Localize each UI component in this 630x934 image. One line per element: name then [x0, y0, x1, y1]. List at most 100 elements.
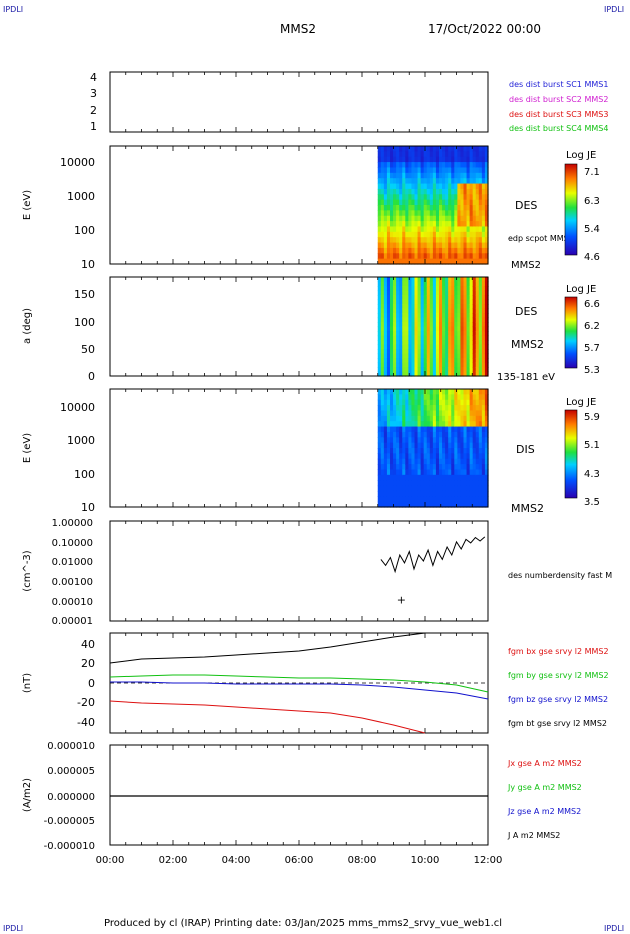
spectrogram-cell	[377, 146, 382, 152]
spectrogram-cell	[411, 371, 416, 377]
spectrogram-cell	[472, 331, 477, 337]
spectrogram-cell	[377, 448, 382, 454]
spectrogram-cell	[460, 496, 465, 503]
spectrogram-cell	[432, 242, 437, 249]
spectrogram-cell	[429, 172, 434, 179]
spectrogram-cell	[405, 399, 409, 406]
spectrogram-cell	[393, 215, 397, 222]
spectrogram-cell	[478, 458, 483, 465]
spectrogram-cell	[411, 253, 416, 260]
spectrogram-cell	[451, 156, 455, 163]
spectrogram-cell	[396, 151, 400, 158]
spectrogram-cell	[445, 183, 449, 190]
current-ylabel: (A/m2)	[22, 778, 33, 812]
spectrogram-cell	[466, 421, 471, 428]
spectrogram-cell	[402, 331, 406, 337]
spectrogram-cell	[377, 322, 382, 328]
spectrogram-cell	[481, 399, 486, 406]
spectrogram-cell	[475, 277, 480, 283]
spectrogram-cell	[411, 317, 416, 323]
spectrogram-cell	[429, 188, 434, 195]
spectrogram-cell	[454, 210, 458, 217]
spectrogram-cell	[402, 367, 406, 373]
spectrogram-cell	[481, 480, 486, 487]
spectrogram-cell	[457, 464, 462, 471]
spectrogram-cell	[454, 340, 458, 346]
spectrogram-cell	[417, 258, 422, 265]
spectrogram-cell	[383, 199, 388, 206]
spectrogram-cell	[481, 162, 486, 169]
spectrogram-cell	[380, 258, 385, 265]
spectrogram-cell	[478, 151, 483, 158]
spectrogram-cell	[472, 281, 477, 287]
spectrogram-cell	[460, 405, 465, 412]
spectrogram-cell	[396, 344, 400, 350]
spectrogram-cell	[423, 286, 428, 292]
spectrogram-cell	[420, 421, 425, 428]
spectrogram-cell	[448, 210, 452, 217]
time-tick-0000: 00:00	[96, 855, 125, 866]
spectrogram-cell	[396, 210, 400, 217]
spectrogram-cell	[457, 480, 462, 487]
spectrogram-cell	[457, 326, 462, 332]
spectrogram-cell	[448, 358, 452, 364]
spectrogram-cell	[481, 353, 486, 359]
spectrogram-cell	[457, 349, 462, 355]
spectrogram-cell	[383, 335, 388, 341]
spectrogram-cell	[380, 188, 385, 195]
spectrogram-cell	[426, 247, 431, 254]
spectrogram-cell	[469, 242, 474, 249]
spectrogram-cell	[478, 308, 483, 314]
spectrogram-cell	[475, 426, 480, 433]
spectrogram-cell	[448, 458, 452, 465]
spectrogram-cell	[411, 362, 416, 368]
spectrogram-cell	[417, 464, 422, 471]
spectrogram-cell	[432, 277, 437, 283]
spectrogram-cell	[393, 317, 397, 323]
spectrogram-cell	[457, 394, 462, 401]
spectrogram-cell	[439, 304, 443, 310]
spectrogram-cell	[435, 371, 440, 377]
spectrogram-cell	[383, 215, 388, 222]
spectrogram-cell	[454, 490, 458, 497]
spectrogram-cell	[420, 331, 425, 337]
spectrogram-cell	[390, 448, 394, 454]
spectrogram-cell	[426, 464, 431, 471]
spectrogram-cell	[386, 317, 391, 323]
spectrogram-cell	[484, 299, 489, 305]
spectrogram-cell	[457, 247, 462, 254]
dis-energy-spacecraft: MMS2	[511, 502, 544, 515]
spectrogram-cell	[432, 437, 437, 444]
spectrogram-cell	[451, 358, 455, 364]
spectrogram-cell	[475, 415, 480, 422]
spectrogram-cell	[469, 231, 474, 238]
spectrogram-cell	[442, 281, 446, 287]
spectrogram-cell	[420, 308, 425, 314]
spectrogram-cell	[414, 281, 419, 287]
spectrogram-cell	[429, 442, 434, 449]
spectrogram-cell	[377, 151, 382, 158]
spectrogram-cell	[484, 448, 489, 454]
spectrogram-cell	[457, 335, 462, 341]
spectrogram-cell	[408, 199, 413, 206]
spectrogram-cell	[390, 326, 394, 332]
spectrogram-cell	[475, 237, 480, 244]
spectrogram-cell	[383, 464, 388, 471]
spectrogram-cell	[445, 431, 449, 438]
spectrogram-cell	[411, 464, 416, 471]
spectrogram-cell	[417, 295, 422, 301]
spectrogram-cell	[469, 281, 474, 287]
spectrogram-cell	[463, 371, 468, 377]
spectrogram-cell	[460, 458, 465, 465]
spectrogram-cell	[429, 162, 434, 169]
spectrogram-cell	[451, 167, 455, 174]
spectrogram-cell	[442, 410, 446, 417]
spectrogram-cell	[426, 474, 431, 481]
spectrogram-cell	[429, 194, 434, 201]
spectrogram-cell	[451, 410, 455, 417]
spectrogram-cell	[414, 453, 419, 460]
spectrogram-cell	[484, 335, 489, 341]
spectrogram-cell	[405, 304, 409, 310]
spectrogram-cell	[420, 474, 425, 481]
spectrogram-cell	[432, 326, 437, 332]
